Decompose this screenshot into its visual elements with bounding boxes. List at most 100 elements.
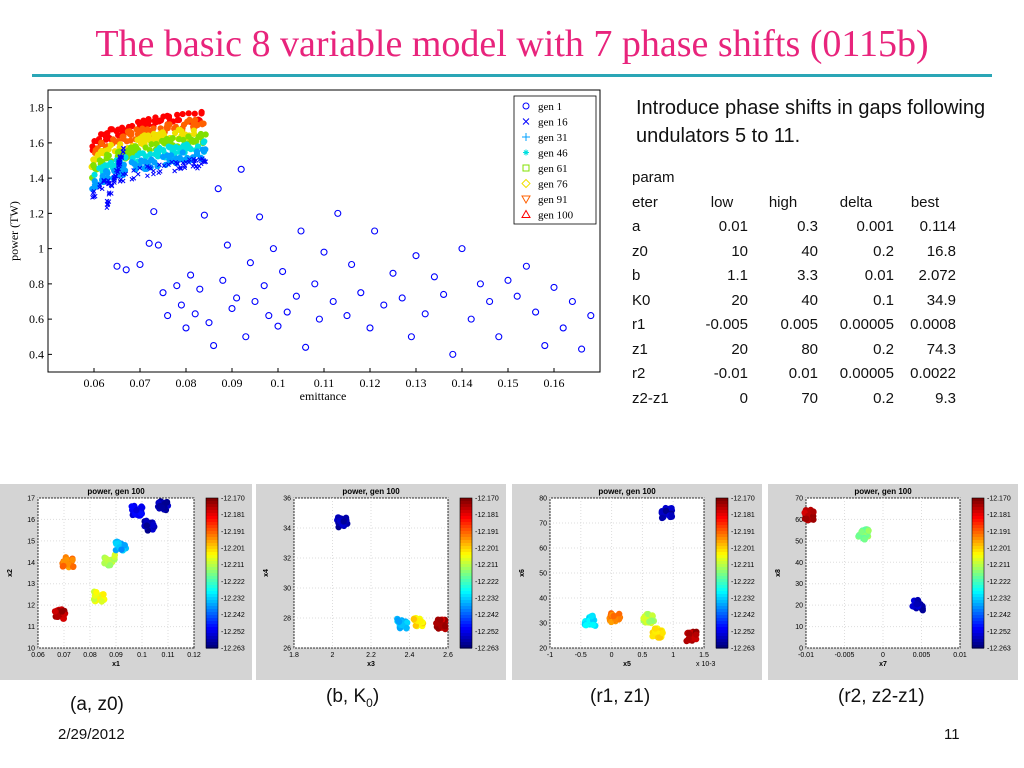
- colorbar: [971, 497, 985, 649]
- data-point-front: [153, 147, 160, 154]
- table-cell: r2: [632, 365, 646, 382]
- colorbar-segment: [716, 576, 728, 580]
- data-point-gen1: [348, 260, 356, 269]
- data-point-gen1: [329, 297, 337, 306]
- x-tick-label: -0.01: [798, 652, 814, 659]
- table-cell: 2.072: [918, 267, 956, 284]
- colorbar-segment: [972, 498, 984, 502]
- data-point-front: [178, 165, 183, 170]
- data-point-gen1: [467, 315, 475, 323]
- colorbar-segment: [206, 612, 218, 616]
- data-point-front: [164, 152, 171, 159]
- data-point: [652, 625, 659, 632]
- data-point-gen1: [274, 322, 282, 330]
- colorbar-segment: [972, 534, 984, 538]
- colorbar-segment: [716, 624, 728, 628]
- colorbar-segment: [206, 636, 218, 640]
- table-cell: -0.005: [705, 316, 748, 333]
- data-point-front: [191, 130, 198, 138]
- colorbar-segment: [716, 606, 728, 610]
- colorbar: [715, 497, 729, 649]
- colorbar-tick-label: -12.181: [221, 512, 245, 519]
- data-point-gen1: [205, 319, 213, 327]
- colorbar-segment: [716, 567, 728, 571]
- y-tick-label: 1.2: [29, 206, 44, 220]
- colorbar-segment: [460, 540, 472, 544]
- x-tick-label: 0.5: [638, 652, 648, 659]
- table-cell: -0.01: [713, 365, 748, 382]
- colorbar-segment: [972, 504, 984, 508]
- data-point-front: [161, 137, 168, 144]
- data-point: [615, 610, 623, 618]
- colorbar-segment: [972, 603, 984, 607]
- data-point: [107, 561, 114, 569]
- data-point-front: [97, 185, 102, 190]
- colorbar-tick-label: -12.211: [987, 562, 1010, 569]
- colorbar-segment: [460, 573, 472, 577]
- colorbar-segment: [206, 573, 218, 577]
- data-point: [340, 518, 347, 525]
- colorbar-segment: [460, 522, 472, 526]
- colorbar-segment: [972, 576, 984, 580]
- data-point-front: [147, 151, 154, 158]
- colorbar-segment: [460, 618, 472, 622]
- data-point-gen1: [177, 301, 185, 309]
- data-point-front: [111, 177, 117, 182]
- data-point-front: [198, 110, 205, 117]
- x-tick-label: 0.01: [953, 652, 967, 659]
- data-point-front: [104, 169, 111, 177]
- table-cell: 0.01: [864, 267, 894, 284]
- data-point-front: [133, 126, 140, 133]
- colorbar-segment: [972, 528, 984, 532]
- data-point-gen1: [251, 297, 259, 306]
- table-header-row: param: [632, 166, 956, 191]
- data-point-front: [120, 135, 127, 142]
- colorbar-segment: [460, 627, 472, 631]
- colorbar-segment: [206, 531, 218, 535]
- colorbar-tick-label: -12.181: [475, 512, 499, 519]
- colorbar-tick-label: -12.222: [475, 579, 499, 586]
- x-tick-label: 0.11: [314, 376, 335, 390]
- colorbar-segment: [716, 540, 728, 544]
- x-tick-label: 1: [671, 652, 675, 659]
- x-tick-label: 0.08: [176, 376, 197, 390]
- colorbar-segment: [206, 621, 218, 625]
- data-point-front: [91, 194, 97, 200]
- data-point: [128, 503, 135, 510]
- colorbar-segment: [972, 591, 984, 595]
- data-point-front: [179, 110, 186, 118]
- table-cell: 0.01: [788, 365, 818, 382]
- legend-label: gen 61: [538, 163, 568, 175]
- y-tick-label: 11: [28, 624, 35, 631]
- data-point-front: [150, 125, 157, 132]
- colorbar-segment: [206, 552, 218, 556]
- data-point-front: [202, 131, 209, 138]
- data-point-front: [126, 131, 134, 138]
- colorbar-segment: [460, 498, 472, 502]
- data-point-gen1: [219, 276, 227, 284]
- data-point-front: [157, 162, 162, 168]
- data-point-front: [192, 116, 199, 123]
- colorbar-segment: [716, 621, 728, 625]
- y-tick-label: 15: [27, 538, 35, 545]
- data-point-gen1: [302, 343, 310, 351]
- data-point-front: [157, 169, 163, 174]
- table-row: r2 -0.01 0.01 0.00005 0.0022: [632, 362, 956, 387]
- y-tick-label: 13: [27, 581, 35, 588]
- colorbar-segment: [972, 633, 984, 637]
- data-point-front: [117, 155, 123, 160]
- data-point: [646, 618, 653, 625]
- colorbar-segment: [716, 549, 728, 553]
- x-tick-label: -1: [547, 652, 553, 659]
- data-point: [649, 633, 656, 640]
- legend-marker: [523, 149, 529, 156]
- colorbar-segment: [972, 627, 984, 631]
- legend-label: gen 46: [538, 148, 568, 160]
- colorbar-segment: [460, 576, 472, 580]
- data-point: [919, 607, 926, 614]
- data-point-front: [156, 118, 163, 125]
- y-tick-label: 34: [283, 526, 291, 533]
- y-tick-label: 20: [539, 646, 547, 653]
- colorbar-segment: [206, 615, 218, 619]
- colorbar-segment: [716, 507, 728, 511]
